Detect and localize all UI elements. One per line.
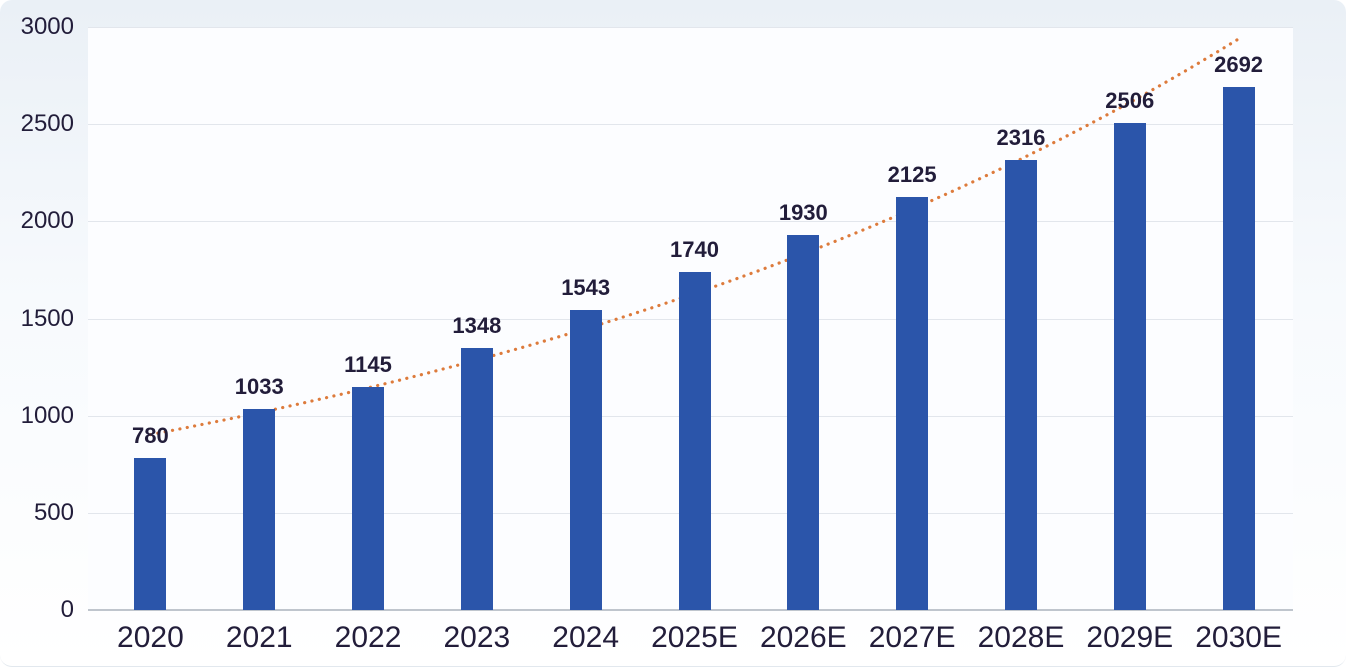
x-tick-label: 2024 xyxy=(552,621,620,654)
gridline xyxy=(88,221,1293,223)
bar-value-label: 1543 xyxy=(561,275,611,301)
bar-value-label: 1145 xyxy=(344,352,392,378)
bar-2024 xyxy=(569,310,602,610)
y-tick-label: 0 xyxy=(60,596,74,623)
x-tick-label: 2025E xyxy=(651,621,738,654)
x-axis-line xyxy=(88,609,1293,611)
gridline xyxy=(88,27,1293,28)
bar-2028E xyxy=(1004,159,1037,610)
bar-2022 xyxy=(352,387,385,610)
bar-2030E xyxy=(1222,86,1255,610)
y-tick-label: 1500 xyxy=(20,304,74,332)
bar-2021 xyxy=(243,409,276,610)
bar-2020 xyxy=(134,458,167,610)
x-tick-label: 2028E xyxy=(977,621,1065,654)
bar-2026E xyxy=(787,234,820,610)
x-tick-label: 2022 xyxy=(334,621,402,654)
bar-value-label: 1930 xyxy=(778,199,828,225)
bar-value-label: 780 xyxy=(132,423,169,449)
x-tick-label: 2027E xyxy=(868,621,956,654)
bar-2023 xyxy=(460,348,493,610)
x-tick-label: 2020 xyxy=(117,621,184,654)
y-tick-label: 1000 xyxy=(20,401,74,429)
bar-value-label: 2692 xyxy=(1214,51,1264,77)
y-tick-label: 2500 xyxy=(20,110,74,138)
bar-value-label: 2125 xyxy=(887,162,937,188)
bar-2027E xyxy=(896,197,929,610)
x-tick-label: 2021 xyxy=(225,621,293,654)
bar-value-label: 1348 xyxy=(452,313,502,339)
bar-value-label: 2506 xyxy=(1105,88,1155,113)
y-tick-label: 3000 xyxy=(20,13,74,40)
x-tick-label: 2026E xyxy=(759,621,847,654)
bar-2025E xyxy=(678,271,711,610)
bar-2029E xyxy=(1113,123,1146,610)
y-tick-label: 500 xyxy=(33,498,74,526)
x-tick-label: 2029E xyxy=(1086,621,1174,654)
x-tick-label: 2030E xyxy=(1195,621,1282,654)
gridline xyxy=(88,124,1293,126)
x-tick-label: 2023 xyxy=(443,621,511,654)
bar-value-label: 1740 xyxy=(670,236,719,262)
bar-value-label: 1033 xyxy=(234,374,284,400)
bar-value-label: 2316 xyxy=(996,124,1046,150)
y-tick-label: 2000 xyxy=(20,207,74,235)
